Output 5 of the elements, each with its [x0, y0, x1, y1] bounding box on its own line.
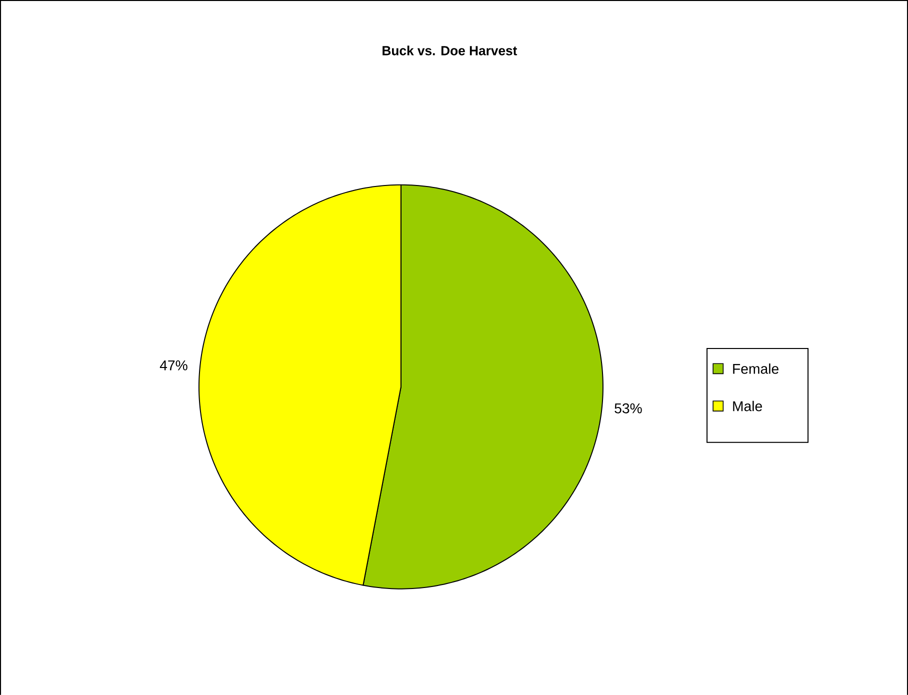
legend-label: Female	[733, 363, 778, 374]
data-label: 47%	[160, 360, 188, 370]
chart-title: Buck vs. Doe Harvest	[382, 45, 518, 56]
legend-label: Male	[733, 400, 762, 412]
data-label: 53%	[614, 403, 642, 414]
